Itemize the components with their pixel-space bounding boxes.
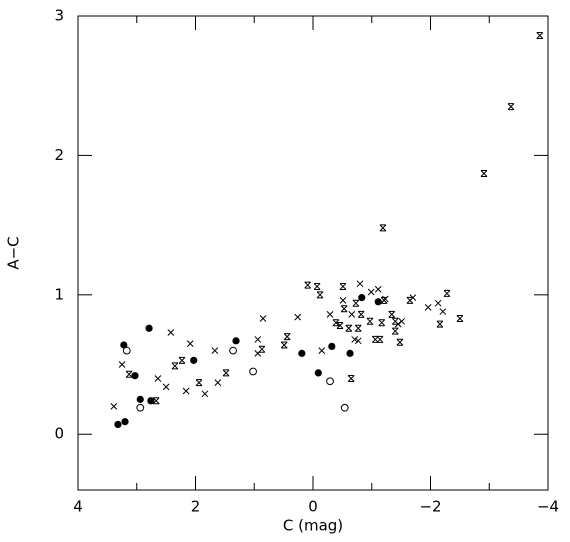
point: [351, 336, 359, 343]
point: [379, 224, 387, 232]
y-axis-label: A−C: [5, 236, 23, 269]
point: [280, 341, 288, 349]
plot-frame: [77, 15, 549, 491]
point: [201, 390, 209, 398]
point: [357, 310, 365, 318]
point: [366, 317, 374, 325]
point: [121, 418, 129, 426]
y-tick-label: 1: [54, 285, 64, 303]
point: [391, 327, 399, 335]
point: [304, 281, 312, 289]
point: [480, 170, 488, 178]
point: [316, 291, 324, 299]
point: [147, 397, 155, 405]
point: [222, 369, 230, 377]
point: [345, 324, 353, 332]
point: [167, 329, 175, 336]
point: [326, 310, 334, 318]
point: [110, 402, 118, 410]
point: [378, 319, 386, 327]
point: [339, 282, 347, 290]
point: [258, 345, 266, 353]
point: [388, 310, 396, 318]
point: [182, 387, 190, 395]
point: [211, 347, 219, 354]
point: [298, 349, 306, 357]
point: [346, 349, 354, 357]
point: [136, 403, 145, 412]
point: [356, 280, 364, 288]
point: [114, 420, 122, 429]
point: [294, 313, 302, 321]
point: [259, 315, 267, 322]
point: [443, 289, 451, 297]
point: [376, 335, 384, 343]
point: [214, 379, 222, 387]
point: [314, 369, 322, 377]
point: [436, 320, 444, 328]
point: [374, 298, 382, 306]
point: [456, 315, 464, 323]
point: [154, 375, 162, 382]
point: [328, 342, 336, 351]
point: [145, 324, 153, 332]
point: [340, 403, 349, 412]
point: [336, 321, 344, 329]
y-tick-label: 3: [54, 7, 64, 25]
point: [391, 317, 399, 325]
point: [358, 294, 366, 302]
point: [536, 32, 544, 40]
point: [190, 356, 198, 364]
point: [249, 367, 257, 376]
y-tick-label: 2: [54, 146, 64, 164]
point: [348, 310, 356, 318]
point: [354, 324, 362, 332]
point: [374, 285, 382, 293]
point: [122, 346, 131, 355]
y-tick-label: 0: [54, 425, 64, 443]
point: [136, 395, 144, 403]
point: [398, 317, 406, 325]
point: [254, 336, 262, 343]
point: [186, 340, 194, 347]
point: [347, 374, 355, 382]
point: [380, 296, 388, 304]
x-axis-label: C (mag): [283, 517, 343, 535]
point: [171, 362, 179, 370]
point: [396, 338, 404, 346]
point: [406, 296, 414, 304]
point: [507, 103, 515, 111]
point: [125, 370, 133, 378]
point: [283, 333, 291, 341]
point: [367, 288, 375, 296]
point: [152, 397, 160, 405]
point: [339, 297, 347, 304]
x-tick-label: −4: [537, 498, 559, 516]
point: [371, 335, 379, 343]
x-tick-label: 4: [73, 498, 83, 516]
point: [131, 372, 139, 380]
point: [340, 305, 348, 313]
point: [424, 304, 432, 311]
point: [313, 282, 321, 290]
point: [195, 379, 203, 387]
point: [118, 361, 126, 368]
point: [178, 356, 186, 364]
point: [326, 377, 334, 386]
x-tick-label: 2: [191, 498, 201, 516]
point: [162, 383, 170, 391]
point: [352, 299, 360, 307]
point: [439, 308, 447, 315]
point: [434, 299, 442, 307]
x-tick-label: 0: [308, 498, 318, 516]
point: [318, 347, 326, 354]
point: [354, 337, 362, 345]
x-tick-label: −2: [419, 498, 441, 516]
point: [332, 319, 340, 327]
point: [120, 341, 128, 349]
point: [232, 337, 240, 345]
point: [229, 346, 238, 355]
